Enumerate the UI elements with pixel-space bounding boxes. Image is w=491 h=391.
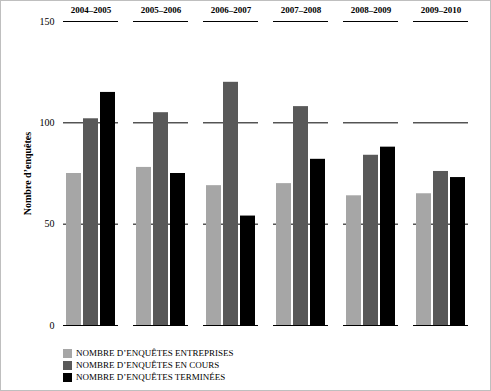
svg-text:2004–2005: 2004–2005 bbox=[71, 5, 112, 15]
svg-text:2006–2007: 2006–2007 bbox=[211, 5, 252, 15]
svg-text:150: 150 bbox=[40, 16, 55, 27]
svg-text:2008–2009: 2008–2009 bbox=[351, 5, 392, 15]
svg-text:2007–2008: 2007–2008 bbox=[281, 5, 322, 15]
html-text:NOMBRE D’ENQUÊTES TERMINÉES: NOMBRE D’ENQUÊTES TERMINÉES bbox=[76, 372, 226, 382]
svg-text:100: 100 bbox=[40, 117, 55, 128]
svg-text:2005–2006: 2005–2006 bbox=[141, 5, 182, 15]
svg-text:2009–2010: 2009–2010 bbox=[421, 5, 462, 15]
html-text:NOMBRE D’ENQUÊTES ENTREPRISES: NOMBRE D’ENQUÊTES ENTREPRISES bbox=[76, 348, 234, 358]
html-text:NOMBRE D’ENQUÊTES EN COURS: NOMBRE D’ENQUÊTES EN COURS bbox=[76, 360, 220, 370]
svg-text:0: 0 bbox=[50, 320, 55, 331]
svg-text:50: 50 bbox=[45, 218, 55, 229]
svg-text:Nombre d’enquêtes: Nombre d’enquêtes bbox=[22, 132, 33, 216]
